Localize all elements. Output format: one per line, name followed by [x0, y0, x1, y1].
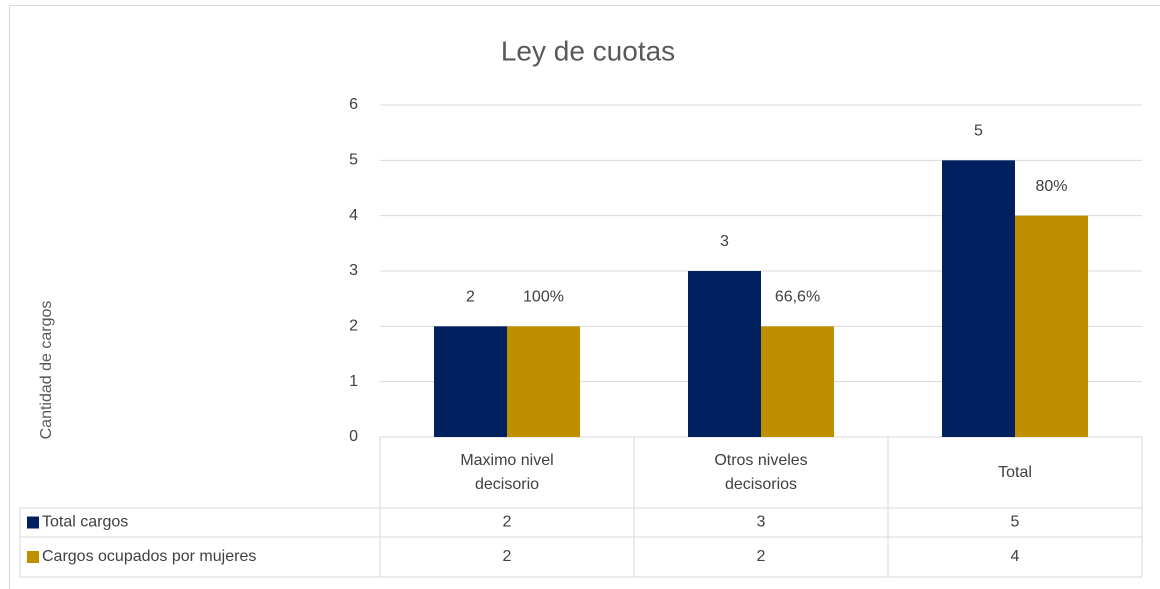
chart-border	[9, 5, 1160, 589]
table-value: 2	[503, 514, 512, 531]
category-text: Otros niveles decisorios	[714, 451, 808, 493]
legend-key	[27, 516, 39, 529]
x-tick-label: Total	[888, 437, 1142, 508]
table-value: 4	[1011, 548, 1020, 565]
table-value: 2	[503, 548, 512, 565]
bar	[761, 326, 834, 437]
data-label: 5	[974, 123, 983, 140]
bar	[1015, 215, 1088, 437]
chart-title: Ley de cuotas	[501, 35, 675, 66]
legend-label: Total cargos	[42, 514, 128, 531]
y-tick-label: 1	[349, 373, 358, 390]
data-label: 66,6%	[775, 289, 820, 306]
data-label: 100%	[523, 289, 564, 306]
legend-key	[27, 551, 39, 563]
y-tick-label: 4	[349, 207, 358, 224]
data-label: 3	[720, 233, 729, 250]
y-axis-label: Cantidad de cargos	[38, 301, 55, 440]
y-tick-label: 6	[349, 96, 358, 113]
legend-label: Cargos ocupados por mujeres	[42, 548, 256, 565]
table-value: 3	[757, 514, 766, 531]
bar	[507, 326, 580, 437]
category-text: Total	[998, 463, 1032, 481]
bar	[942, 160, 1015, 438]
x-tick-label: Maximo nivel decisorio	[380, 437, 634, 508]
category-text: Maximo nivel decisorio	[460, 451, 554, 493]
bar	[688, 271, 761, 437]
table-value: 2	[757, 548, 766, 565]
data-label: 2	[466, 289, 475, 306]
table-value: 5	[1011, 514, 1020, 531]
y-tick-label: 3	[349, 262, 358, 279]
bar	[434, 326, 507, 437]
y-tick-label: 0	[349, 428, 358, 445]
data-label: 80%	[1035, 178, 1067, 195]
y-tick-label: 5	[349, 152, 358, 169]
x-tick-label: Otros niveles decisorios	[634, 437, 888, 508]
y-tick-label: 2	[349, 318, 358, 335]
